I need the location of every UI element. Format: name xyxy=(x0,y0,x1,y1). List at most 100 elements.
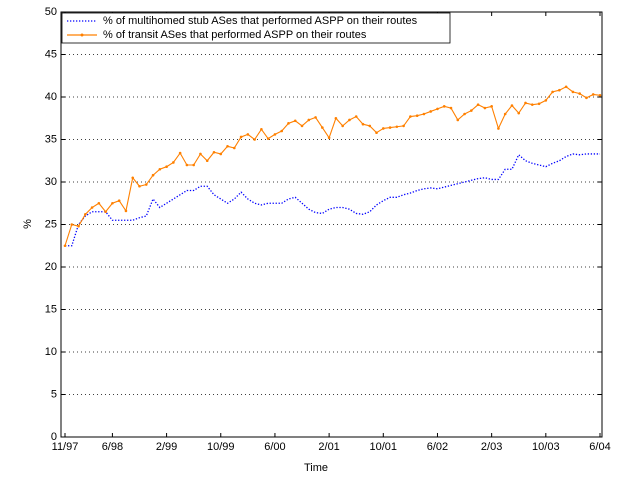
y-tick-label: 45 xyxy=(45,48,57,60)
series-line xyxy=(65,153,600,247)
series-point xyxy=(449,106,453,110)
series-point xyxy=(354,115,358,118)
series-point xyxy=(598,94,602,97)
series-point xyxy=(388,126,392,129)
x-tick-label: 6/00 xyxy=(264,441,285,453)
legend: % of multihomed stub ASes that performed… xyxy=(61,12,451,44)
series-point xyxy=(104,210,107,214)
series-point xyxy=(158,167,162,171)
series-point xyxy=(246,133,250,136)
series-point xyxy=(233,146,236,150)
series-point xyxy=(422,112,426,116)
series-point xyxy=(470,109,473,112)
series-point xyxy=(341,124,344,128)
series-point xyxy=(591,93,595,96)
series-point xyxy=(205,159,209,163)
legend-box xyxy=(61,12,451,44)
series-point xyxy=(165,165,168,168)
y-tick-label: 15 xyxy=(45,303,57,315)
plot-frame xyxy=(60,11,603,438)
series-point xyxy=(185,163,189,167)
series-point xyxy=(144,183,148,186)
series-point xyxy=(260,128,263,131)
series-point xyxy=(476,103,480,106)
y-tick-label: 5 xyxy=(51,388,57,400)
series-point xyxy=(544,99,548,102)
series-point xyxy=(409,115,412,118)
x-tick-label: 10/03 xyxy=(532,441,560,453)
series-point xyxy=(503,112,507,116)
series-point xyxy=(172,161,175,164)
series-point xyxy=(490,105,493,108)
series-point xyxy=(84,213,87,216)
y-tick-label: 0 xyxy=(51,431,57,443)
x-tick-label: 10/01 xyxy=(370,441,398,453)
x-tick-label: 11/97 xyxy=(52,441,79,453)
series-point xyxy=(456,118,460,122)
series-point xyxy=(239,135,243,139)
series-point xyxy=(402,124,405,128)
legend-label: % of transit ASes that performed ASPP on… xyxy=(103,29,367,41)
series-point xyxy=(124,209,128,213)
series-point xyxy=(226,145,229,148)
series-point xyxy=(138,184,141,188)
series-point xyxy=(381,127,385,130)
series-point xyxy=(571,90,575,94)
series-point xyxy=(266,137,270,140)
series-point xyxy=(368,124,372,128)
x-tick-label: 6/02 xyxy=(427,441,448,453)
series-point xyxy=(442,105,446,108)
series-point xyxy=(219,152,223,156)
series-point xyxy=(273,133,277,136)
series-point xyxy=(497,127,500,130)
series-point xyxy=(63,244,67,248)
series-point xyxy=(551,90,554,94)
series-point xyxy=(253,138,256,141)
series-point xyxy=(436,107,439,111)
series-point xyxy=(537,102,541,106)
y-tick-label: 25 xyxy=(45,218,57,230)
series-point xyxy=(307,118,311,122)
series-point xyxy=(578,92,581,95)
series-line xyxy=(64,86,601,246)
y-tick-label: 30 xyxy=(45,176,57,188)
x-tick-label: 6/98 xyxy=(102,441,123,453)
series-point xyxy=(348,118,351,122)
series-point xyxy=(117,199,121,202)
y-tick-label: 20 xyxy=(45,261,57,273)
series-point xyxy=(429,110,432,113)
x-tick-label: 2/99 xyxy=(156,441,177,453)
series-point xyxy=(293,119,297,123)
series-point xyxy=(510,104,514,107)
series-point xyxy=(334,116,338,120)
series-point xyxy=(530,103,534,106)
series-point xyxy=(524,101,527,105)
series-point xyxy=(395,125,399,129)
series-point xyxy=(415,114,419,117)
legend-label: % of multihomed stub ASes that performed… xyxy=(103,15,418,27)
series-point xyxy=(375,131,378,134)
series-point xyxy=(111,201,114,205)
y-tick-label: 40 xyxy=(45,91,57,103)
legend-swatch xyxy=(80,33,84,37)
x-tick-label: 10/99 xyxy=(207,441,235,453)
series-point xyxy=(558,88,561,92)
y-tick-label: 35 xyxy=(45,133,57,145)
series-point xyxy=(585,96,588,100)
series-point xyxy=(321,126,324,129)
series-point xyxy=(178,151,182,155)
x-tick-label: 2/03 xyxy=(481,441,502,453)
y-tick-label: 10 xyxy=(45,346,57,358)
series-point xyxy=(90,206,94,209)
series-point xyxy=(97,201,101,205)
series-point xyxy=(517,111,521,115)
series-point xyxy=(77,224,80,228)
series-point xyxy=(314,116,317,119)
x-tick-label: 6/04 xyxy=(589,441,610,453)
series-point xyxy=(70,223,74,226)
series-point xyxy=(280,129,284,133)
series-point xyxy=(564,85,568,89)
series-point xyxy=(483,106,487,110)
y-tick-label: 50 xyxy=(45,6,57,18)
